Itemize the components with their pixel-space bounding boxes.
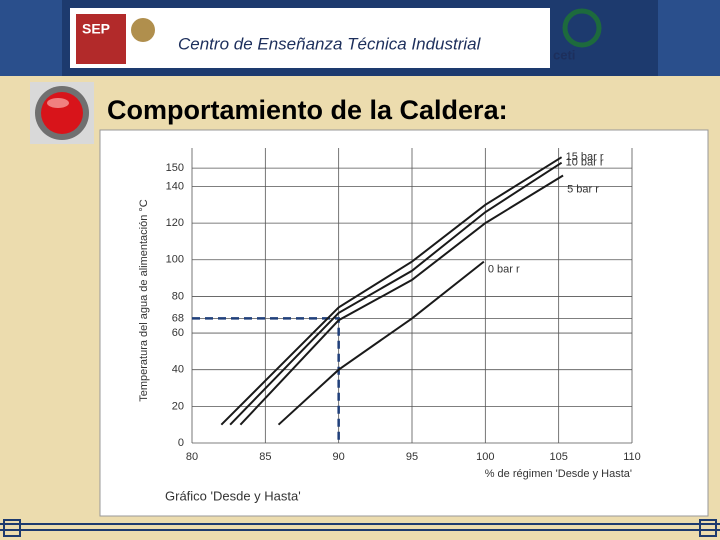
header-block [0,0,62,76]
button-shine [47,98,69,108]
x-tick-label: 100 [476,451,494,463]
y-tick-label: 120 [166,217,184,229]
x-tick-label: 105 [549,451,567,463]
y-tick-label: 0 [178,437,184,449]
y-tick-label: 20 [172,400,184,412]
ceti-logo [562,8,602,48]
sep-text: SEP [82,21,110,37]
ceti-text: ceti [553,47,575,62]
x-tick-label: 110 [623,451,641,463]
x-tick-label: 95 [406,451,418,463]
y-tick-label: 100 [166,254,184,266]
chart: 80 85 90 95 100 105 110 0 20 40 60 68 80 100 120 140 150… [138,148,641,503]
footer-corner [699,519,717,537]
x-axis-label: % de régimen 'Desde y Hasta' [485,468,632,480]
guide-line [192,317,340,443]
series-label: 10 bar r [566,157,604,169]
y-tick-label: 40 [172,364,184,376]
y-axis-label: Temperatura del agua de alimentación °C [138,199,150,402]
sep-logo [76,14,126,64]
red-button [41,92,83,134]
series-label: 5 bar r [567,183,599,195]
series-line [277,260,485,426]
institution: Centro de Enseñanza Técnica Industrial [178,34,482,53]
y-tick-label: 60 [172,327,184,339]
series-label: 15 bar r [566,151,604,163]
x-tick-label: 85 [259,451,271,463]
series-line [239,174,564,426]
series-line [220,156,563,426]
caption: Gráfico 'Desde y Hasta' [165,488,301,503]
slide-title: Comportamiento de la Caldera: [107,95,508,125]
footer-corner [3,519,21,537]
x-tick-label: 80 [186,451,198,463]
x-tick-label: 90 [333,451,345,463]
y-tick-label: 150 [166,162,184,174]
series-label: 0 bar r [488,264,520,276]
series-line [229,161,563,426]
y-tick-label: 68 [172,312,184,324]
y-tick-label: 140 [166,180,184,192]
header-block [658,0,720,76]
y-tick-label: 80 [172,290,184,302]
emblem [131,18,155,42]
